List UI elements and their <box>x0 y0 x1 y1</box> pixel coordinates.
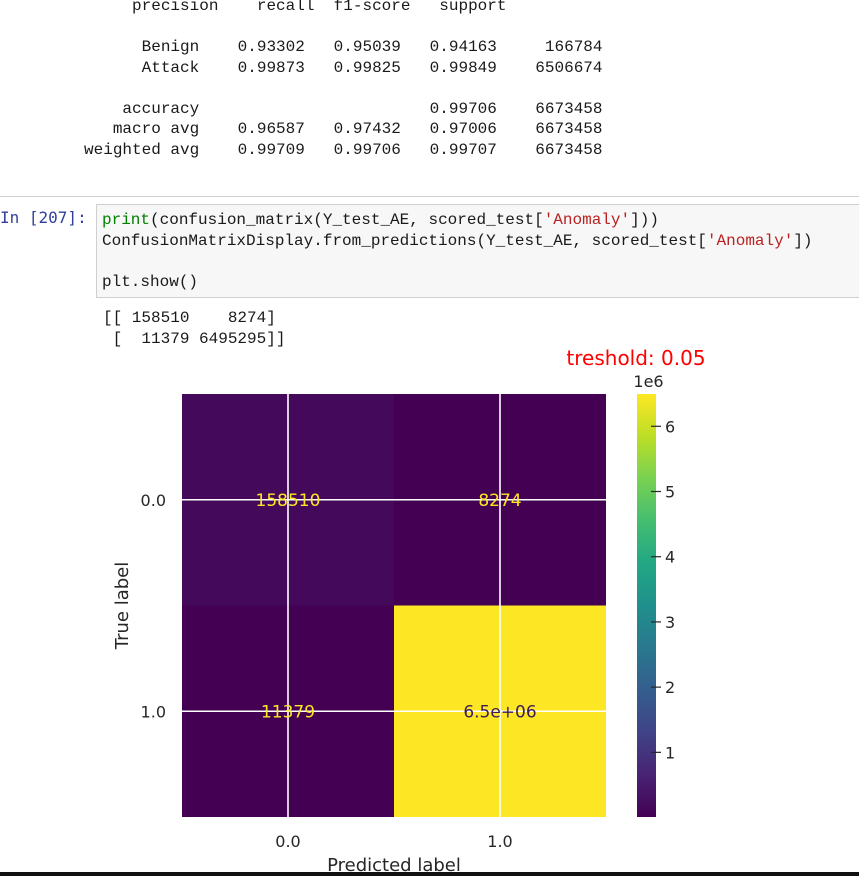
cell-value-label: 11379 <box>261 702 315 722</box>
confusion-matrix-svg: treshold: 0.05 158510 8274 11379 6.5e+06 0.0 1… <box>112 346 706 876</box>
code-token: print <box>102 211 151 229</box>
cell-output-text: [[ 158510 8274] [ 11379 6495295]] <box>103 308 285 349</box>
code-token: 'Anomaly' <box>706 231 794 250</box>
confusion-matrix-plot: treshold: 0.05 158510 8274 11379 6.5e+06 0.0 1… <box>0 340 859 876</box>
chart-title: treshold: 0.05 <box>566 346 705 370</box>
x-axis-label: Predicted label <box>327 855 461 876</box>
code-token: ])) <box>630 211 659 229</box>
colorbar-tick-label: 5 <box>665 483 675 502</box>
cell-divider <box>0 196 859 197</box>
code-token: (confusion_matrix(Y_test_AE, scored_test… <box>150 211 544 229</box>
colorbar-tick-label: 2 <box>665 678 675 697</box>
code-cell-input[interactable]: print(confusion_matrix(Y_test_AE, scored… <box>96 204 859 298</box>
code-token: 'Anomaly' <box>543 211 631 229</box>
cell-value-label: 158510 <box>256 491 321 511</box>
colorbar-tick-label: 3 <box>665 613 675 632</box>
cell-value-label: 6.5e+06 <box>463 702 536 722</box>
code-token: plt.show() <box>102 272 199 291</box>
x-tick-label: 0.0 <box>275 832 300 851</box>
cell-value-label: 8274 <box>478 491 521 511</box>
code-editor[interactable]: print(confusion_matrix(Y_test_AE, scored… <box>102 210 813 292</box>
confusion-matrix-printout: [[ 158510 8274] [ 11379 6495295]] <box>103 309 286 348</box>
classification-report: precision recall f1-score support Benign… <box>0 0 859 170</box>
x-tick-label: 1.0 <box>487 832 512 851</box>
classification-report-text: precision recall f1-score support Benign… <box>84 0 603 159</box>
colorbar <box>637 394 656 817</box>
y-axis-label: True label <box>112 562 133 651</box>
colorbar-tick-label: 4 <box>665 548 675 567</box>
colorbar-offset-label: 1e6 <box>633 372 663 391</box>
y-tick-label: 0.0 <box>141 491 166 510</box>
colorbar-tick-label: 1 <box>665 743 675 762</box>
colorbar-tick-label: 6 <box>665 417 675 436</box>
cell-prompt: In [207]: <box>0 208 87 227</box>
code-token: ConfusionMatrixDisplay.from_predictions(… <box>102 231 707 250</box>
code-token: ]) <box>793 231 813 250</box>
bottom-edge-bar <box>0 872 859 876</box>
y-tick-label: 1.0 <box>141 702 166 721</box>
